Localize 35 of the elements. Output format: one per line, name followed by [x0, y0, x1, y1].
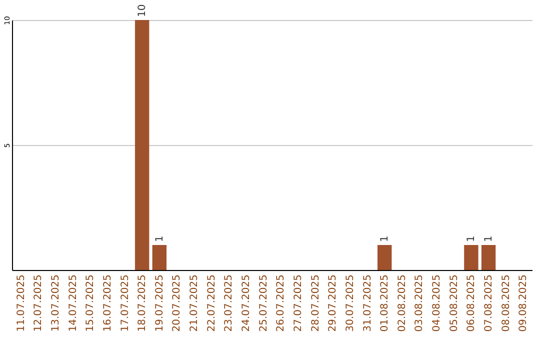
x-tick-label: 18.07.2025 [137, 274, 148, 332]
x-tick-label: 24.07.2025 [241, 274, 252, 332]
x-tick-label: 20.07.2025 [172, 274, 183, 332]
x-tick-label: 01.08.2025 [380, 274, 391, 332]
x-tick-label: 11.07.2025 [16, 274, 27, 332]
x-tick-label: 31.07.2025 [362, 274, 374, 332]
data-label: 1 [380, 236, 391, 242]
data-label: 1 [466, 236, 478, 242]
x-tick-label: 02.08.2025 [396, 274, 408, 332]
x-tick-label: 27.07.2025 [292, 274, 304, 332]
x-tick-label: 04.08.2025 [432, 274, 443, 332]
x-tick-label: 03.08.2025 [414, 274, 426, 332]
x-tick-label: 28.07.2025 [310, 274, 322, 332]
x-tick-label: 07.08.2025 [484, 274, 495, 332]
x-tick-label: 08.08.2025 [500, 274, 512, 332]
x-tick-label: 05.08.2025 [448, 274, 460, 332]
x-tick-label: 19.07.2025 [154, 274, 166, 332]
x-tick-label: 23.07.2025 [224, 274, 235, 332]
x-tick-label: 22.07.2025 [206, 274, 218, 332]
x-tick-label: 30.07.2025 [344, 274, 356, 332]
x-tick-label: 17.07.2025 [120, 274, 131, 332]
x-tick-label: 14.07.2025 [68, 274, 79, 332]
x-tick-label: 12.07.2025 [33, 274, 44, 332]
x-tick-label: 26.07.2025 [276, 274, 287, 332]
x-tick-label: 21.07.2025 [189, 274, 200, 332]
x-tick-label: 09.08.2025 [518, 274, 530, 332]
data-label: 1 [484, 236, 495, 242]
x-tick-label: 16.07.2025 [102, 274, 114, 332]
data-label: 10 [137, 4, 148, 17]
data-label: 1 [154, 236, 166, 242]
x-tick-label: 13.07.2025 [50, 274, 62, 332]
x-tick-label: 25.07.2025 [258, 274, 270, 332]
x-tick-label: 29.07.2025 [328, 274, 339, 332]
x-tick-label: 06.08.2025 [466, 274, 478, 332]
x-tick-label: 15.07.2025 [85, 274, 96, 332]
